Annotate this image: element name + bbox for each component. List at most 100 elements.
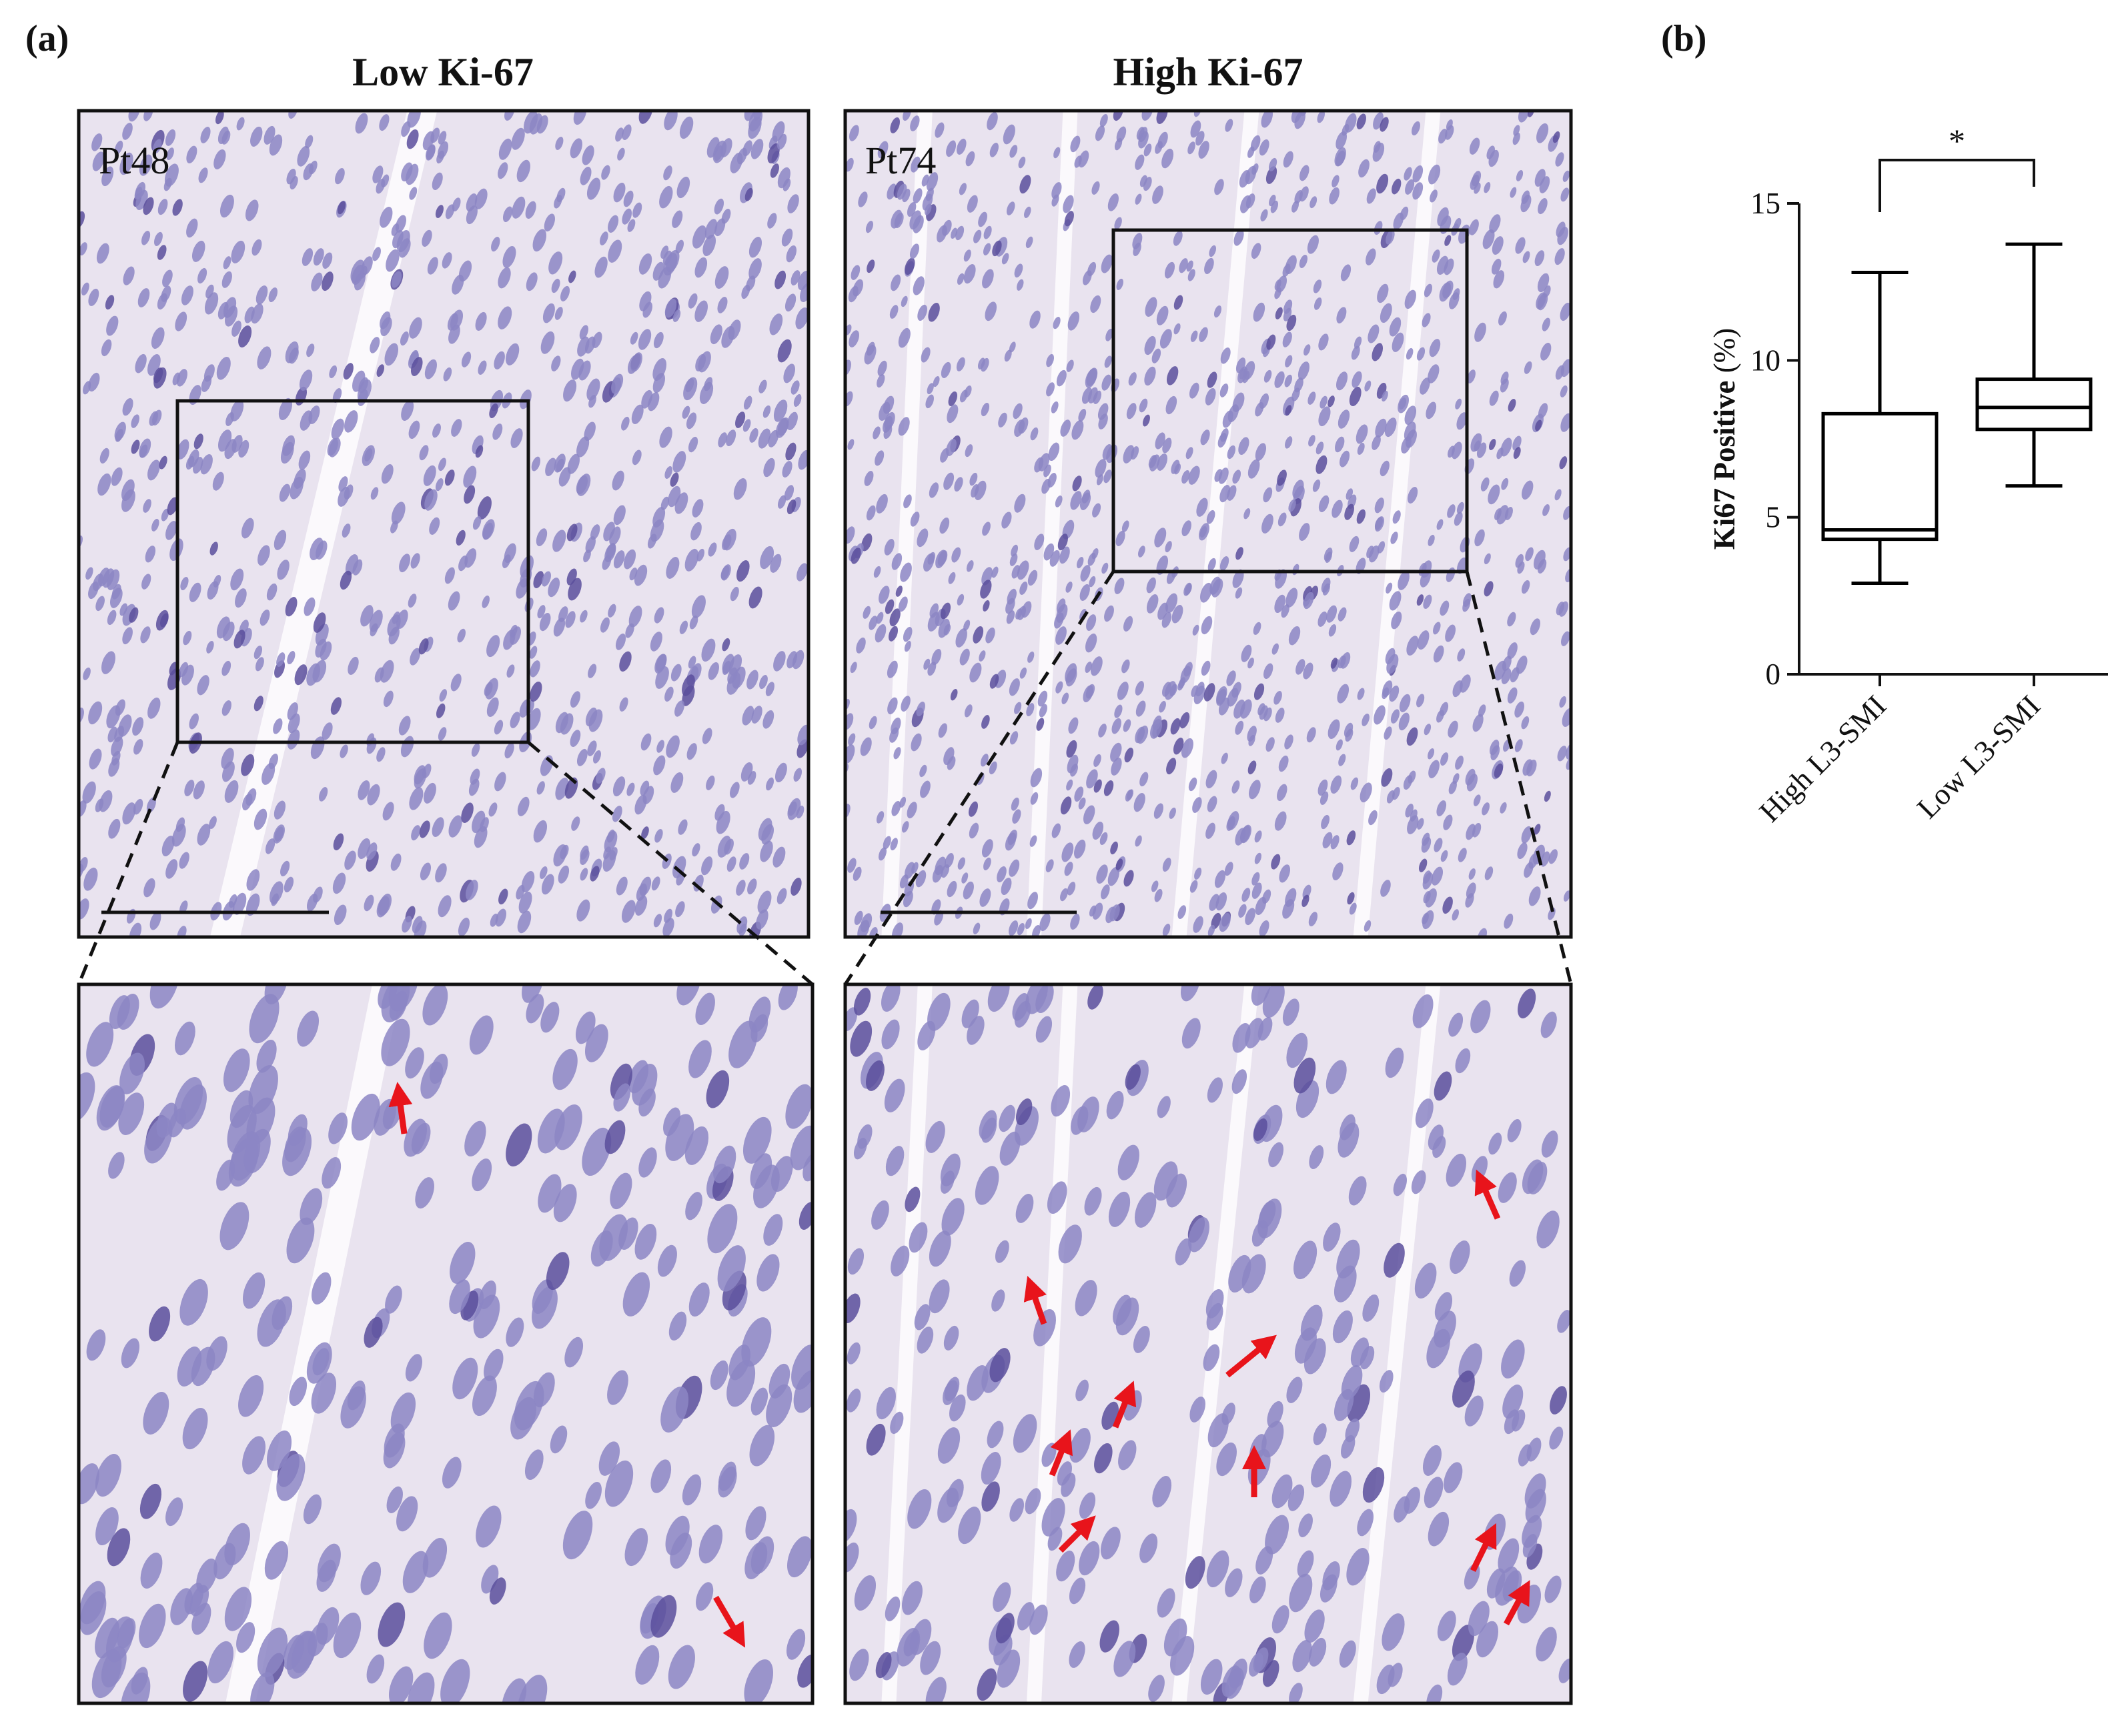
nucleus [975,1166,999,1205]
nucleus [1516,656,1528,674]
nucleus [81,282,89,295]
nucleus [291,1631,318,1673]
nucleus [670,772,684,793]
nucleus [943,472,955,490]
nucleus [1070,491,1082,510]
nucleus [890,117,900,133]
nucleus [1540,851,1550,867]
nucleus [351,1093,380,1141]
nucleus [1066,779,1073,791]
nucleus [1524,1473,1546,1509]
nucleus [114,421,126,441]
nucleus [129,607,139,623]
nucleus [911,156,921,173]
nucleus [1417,818,1424,830]
nucleus [959,389,968,403]
nucleus [877,360,887,377]
nucleus [901,821,909,833]
nucleus [1554,489,1562,501]
nucleus [1352,371,1362,388]
nucleus [627,219,636,232]
nucleus [630,331,638,345]
nucleus [1111,718,1121,734]
nucleus [1232,1023,1251,1053]
nucleus [482,519,495,540]
nucleus [1515,554,1524,568]
nucleus [236,117,245,131]
nucleus [1315,442,1324,455]
nucleus [1056,604,1068,623]
nucleus [1011,544,1019,557]
nucleus [1245,908,1255,926]
nucleus [541,874,554,895]
nucleus [850,662,857,674]
nucleus [895,586,903,597]
nucleus [1235,547,1243,560]
nucleus [402,1551,429,1593]
nucleus [1317,111,1325,123]
nucleus [1226,670,1236,686]
nucleus [1085,684,1095,699]
nucleus [299,369,313,391]
nucleus [1448,780,1457,794]
nucleus [995,1240,1009,1263]
nucleus [257,346,272,369]
nucleus [1095,125,1105,141]
nucleus [1240,699,1252,719]
nucleus [903,494,912,509]
nucleus [1124,748,1134,763]
nucleus [1347,892,1355,905]
nucleus [985,301,997,321]
nucleus [652,373,665,393]
nucleus [1079,1541,1100,1576]
nucleus [1146,594,1159,614]
nucleus [1285,405,1292,416]
nucleus [853,866,862,881]
nucleus [746,670,758,690]
nucleus [344,850,356,870]
nucleus [1090,295,1101,313]
nucleus [1046,382,1055,397]
nucleus [718,1466,737,1498]
nucleus [1341,1365,1363,1400]
nucleus [1196,498,1208,517]
nucleus [977,357,985,369]
nucleus [285,341,299,363]
nucleus [1089,905,1097,917]
nucleus [770,554,782,573]
nucleus [907,802,917,819]
nucleus [717,297,728,313]
nucleus [987,112,998,131]
nucleus [1509,1260,1526,1287]
nucleus [917,1020,936,1051]
nucleus [219,194,234,218]
nucleus [722,534,732,550]
nucleus [1206,1303,1223,1331]
nucleus [850,1020,873,1057]
nucleus [1087,984,1103,1010]
nucleus [630,352,642,372]
nucleus [542,571,551,587]
nucleus [765,682,774,696]
nucleus [739,853,750,870]
nucleus [1015,1098,1033,1126]
nucleus [1356,509,1366,524]
nucleus [1009,341,1016,353]
nucleus [313,248,324,266]
nucleus [785,442,796,461]
nucleus [512,196,526,219]
nucleus [1507,687,1518,704]
nucleus [135,353,147,373]
nucleus [1079,492,1091,510]
nucleus [854,1575,877,1611]
nucleus [472,1375,497,1417]
nucleus [419,445,429,461]
nucleus [255,285,268,305]
nucleus [217,429,232,452]
nucleus [847,858,857,873]
nucleus [1046,353,1055,367]
nucleus [390,520,398,534]
nucleus [257,1627,288,1677]
nucleus [221,660,231,676]
nucleus [444,567,455,584]
